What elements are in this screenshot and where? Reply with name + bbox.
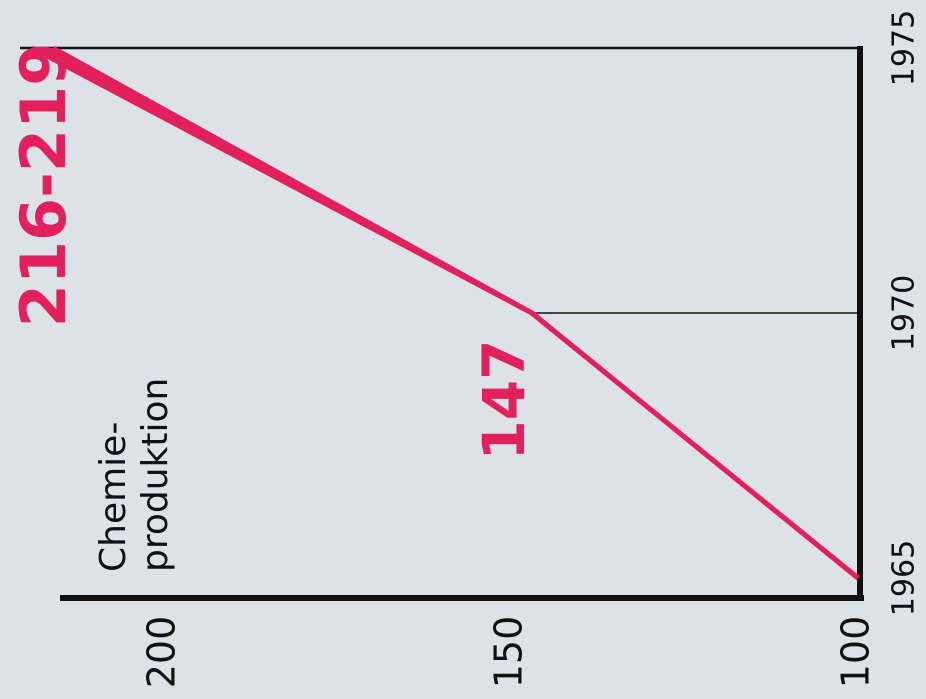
annotation: 147 [470,339,538,460]
axis-label: Chemie- [93,422,134,572]
line [31,45,860,580]
x-tick-label: 1975 [887,10,922,86]
x-tick-label: 1965 [887,540,922,616]
x-tick-label: 1970 [887,275,922,351]
axis-label: produktion [135,378,176,572]
y-tick-label: 150 [487,616,531,689]
y-tick-label: 200 [140,616,184,689]
annotation: 216-219 [7,43,80,328]
y-tick-label: 100 [834,616,878,689]
